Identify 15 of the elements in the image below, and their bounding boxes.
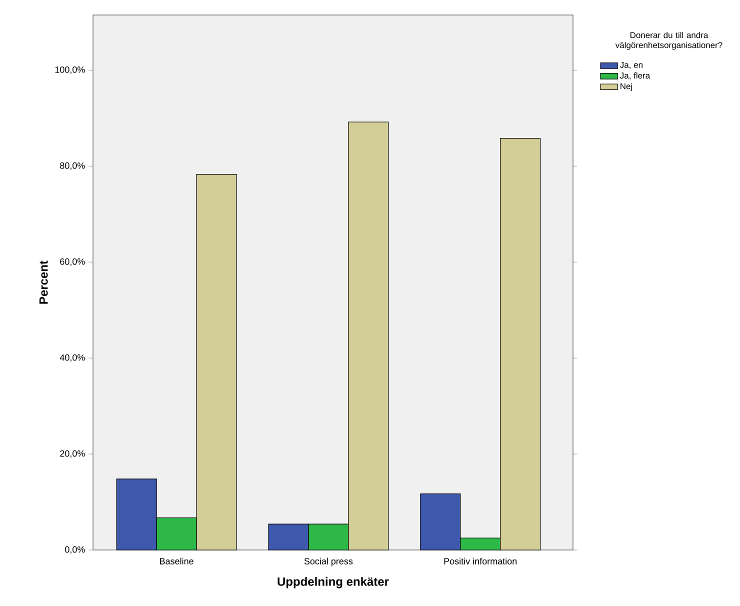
x-tick-label: Positiv information xyxy=(444,558,517,564)
y-tick-label: 80,0% xyxy=(60,162,85,170)
y-tick-label: 40,0% xyxy=(60,354,85,362)
y-tick-label: 100,0% xyxy=(55,66,85,74)
y-tick-label: 60,0% xyxy=(60,258,85,266)
legend-label: Ja, flera xyxy=(620,72,650,80)
x-tick-label: Social press xyxy=(304,558,353,566)
legend-title: Donerar du till andra välgörenhetsorganisationer? xyxy=(615,32,722,50)
y-tick-label: 0,0% xyxy=(65,546,85,554)
legend-label: Ja, en xyxy=(620,62,642,69)
x-axis-title: Uppdelning enkäter xyxy=(278,577,389,588)
y-tick-label: 20,0% xyxy=(60,450,85,458)
x-tick-label: Baseline xyxy=(160,558,194,564)
y-axis-title: Percent xyxy=(39,260,48,304)
legend-label: Nej xyxy=(620,83,632,91)
